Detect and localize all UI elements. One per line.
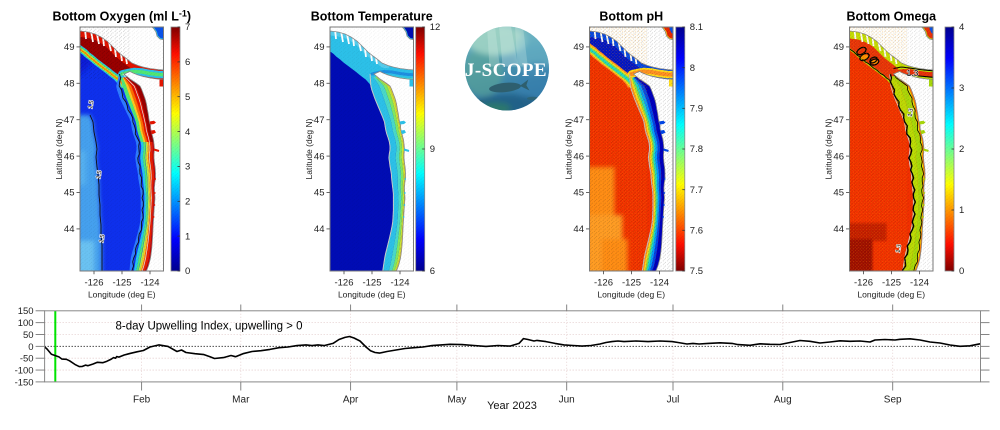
svg-text:0: 0 — [959, 266, 964, 277]
svg-text:48: 48 — [833, 79, 844, 90]
svg-text:9: 9 — [430, 144, 435, 155]
svg-text:6: 6 — [430, 266, 435, 277]
svg-text:7: 7 — [185, 22, 190, 33]
svg-text:Bottom Omega: Bottom Omega — [846, 10, 937, 24]
svg-text:Jul: Jul — [667, 394, 680, 405]
svg-text:45: 45 — [64, 188, 75, 199]
svg-text:45: 45 — [314, 188, 325, 199]
svg-text:Mar: Mar — [232, 394, 250, 405]
svg-text:Sep: Sep — [884, 394, 902, 405]
svg-text:Apr: Apr — [343, 394, 359, 405]
svg-text:-125: -125 — [362, 278, 381, 289]
svg-text:8-day Upwelling Index, upwelli: 8-day Upwelling Index, upwelling > 0 — [116, 321, 303, 333]
svg-text:5: 5 — [185, 92, 190, 103]
svg-text:7.6: 7.6 — [690, 226, 703, 237]
svg-text:46: 46 — [314, 151, 325, 162]
svg-text:44: 44 — [833, 224, 844, 235]
svg-text:Bottom pH: Bottom pH — [599, 10, 663, 24]
svg-text:49: 49 — [64, 42, 75, 53]
svg-text:Year 2023: Year 2023 — [487, 400, 537, 412]
svg-text:46: 46 — [833, 151, 844, 162]
svg-text:8.1: 8.1 — [690, 22, 703, 33]
svg-text:-124: -124 — [650, 278, 669, 289]
svg-text:48: 48 — [64, 79, 75, 90]
svg-text:44: 44 — [314, 224, 325, 235]
svg-text:-126: -126 — [594, 278, 613, 289]
svg-text:J-SCOPE: J-SCOPE — [465, 60, 547, 81]
svg-text:47: 47 — [833, 115, 844, 126]
svg-text:47: 47 — [64, 115, 75, 126]
svg-text:Latitude (deg N): Latitude (deg N) — [824, 118, 834, 179]
svg-text:-126: -126 — [84, 278, 103, 289]
svg-text:-126: -126 — [334, 278, 353, 289]
svg-text:Bottom Temperature: Bottom Temperature — [311, 10, 433, 24]
svg-text:49: 49 — [573, 42, 584, 53]
svg-text:4: 4 — [185, 127, 190, 138]
svg-text:0: 0 — [185, 266, 190, 277]
svg-text:46: 46 — [64, 151, 75, 162]
svg-text:49: 49 — [833, 42, 844, 53]
svg-text:3: 3 — [185, 162, 190, 173]
svg-text:May: May — [447, 394, 466, 405]
svg-text:49: 49 — [314, 42, 325, 53]
svg-text:2: 2 — [185, 197, 190, 208]
svg-text:44: 44 — [64, 224, 75, 235]
svg-text:-50: -50 — [20, 354, 34, 365]
svg-text:Latitude (deg N): Latitude (deg N) — [54, 118, 64, 179]
svg-text:6: 6 — [185, 57, 190, 68]
svg-text:7.8: 7.8 — [690, 144, 703, 155]
svg-text:Longitude (deg E): Longitude (deg E) — [597, 290, 665, 300]
svg-text:7.5: 7.5 — [690, 266, 703, 277]
svg-text:7.7: 7.7 — [690, 185, 703, 196]
svg-text:45: 45 — [573, 188, 584, 199]
svg-text:-150: -150 — [15, 377, 34, 388]
svg-text:45: 45 — [833, 188, 844, 199]
svg-text:8: 8 — [690, 63, 695, 74]
svg-text:-125: -125 — [882, 278, 901, 289]
svg-text:44: 44 — [573, 224, 584, 235]
svg-text:Latitude (deg N): Latitude (deg N) — [564, 118, 574, 179]
svg-text:46: 46 — [573, 151, 584, 162]
svg-text:-124: -124 — [910, 278, 929, 289]
svg-text:48: 48 — [314, 79, 325, 90]
svg-text:-126: -126 — [854, 278, 873, 289]
svg-text:Latitude (deg N): Latitude (deg N) — [304, 118, 314, 179]
svg-text:-124: -124 — [390, 278, 409, 289]
svg-text:1: 1 — [959, 205, 964, 216]
svg-text:7.9: 7.9 — [690, 104, 703, 115]
svg-text:-124: -124 — [140, 278, 159, 289]
svg-text:-125: -125 — [112, 278, 131, 289]
svg-text:4: 4 — [959, 22, 964, 33]
svg-text:Longitude (deg E): Longitude (deg E) — [88, 290, 156, 300]
svg-text:2: 2 — [959, 144, 964, 155]
svg-text:47: 47 — [314, 115, 325, 126]
svg-text:-125: -125 — [622, 278, 641, 289]
svg-text:Longitude (deg E): Longitude (deg E) — [857, 290, 925, 300]
svg-text:-100: -100 — [15, 365, 34, 376]
svg-text:47: 47 — [573, 115, 584, 126]
svg-text:1: 1 — [185, 231, 190, 242]
svg-text:Aug: Aug — [774, 394, 792, 405]
svg-text:12: 12 — [430, 22, 441, 33]
svg-text:Feb: Feb — [133, 394, 151, 405]
svg-text:3: 3 — [959, 83, 964, 94]
svg-text:48: 48 — [573, 79, 584, 90]
svg-text:Jun: Jun — [559, 394, 575, 405]
svg-text:Longitude (deg E): Longitude (deg E) — [338, 290, 406, 300]
svg-text:Bottom Oxygen (ml L-1): Bottom Oxygen (ml L-1) — [52, 9, 191, 24]
svg-text:0: 0 — [28, 342, 33, 353]
svg-text:50: 50 — [23, 330, 34, 341]
svg-text:150: 150 — [18, 306, 34, 317]
svg-text:100: 100 — [18, 318, 34, 329]
